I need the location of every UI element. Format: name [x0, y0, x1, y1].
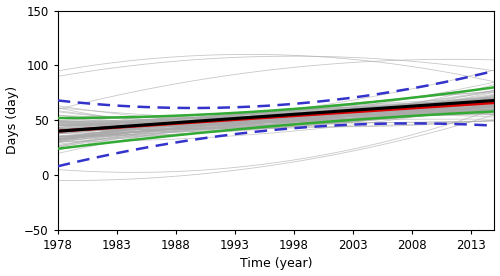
Y-axis label: Days (day): Days (day)	[6, 86, 18, 154]
X-axis label: Time (year): Time (year)	[240, 258, 312, 270]
